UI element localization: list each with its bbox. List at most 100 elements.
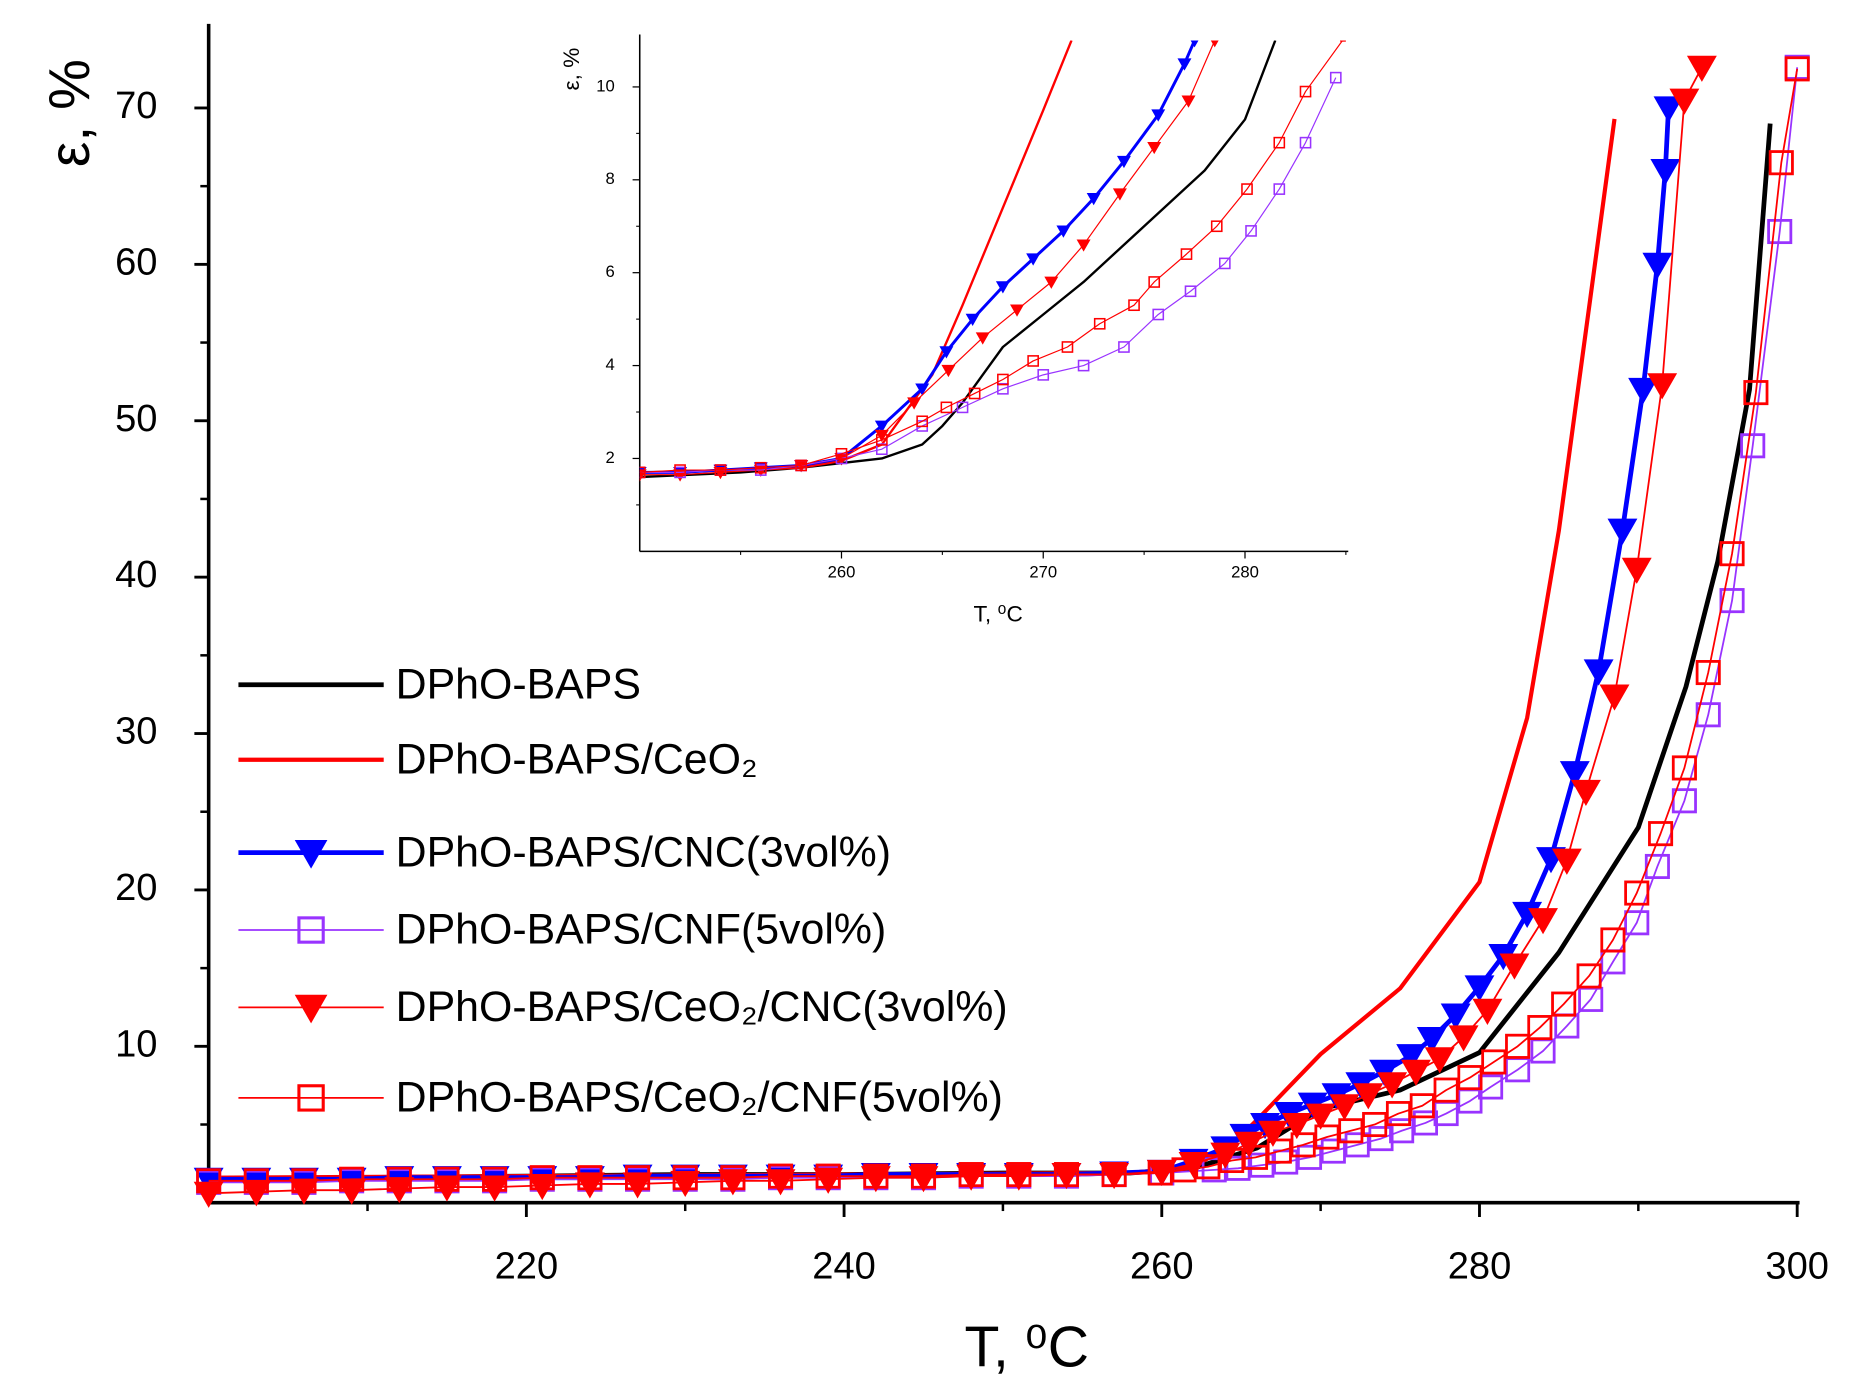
marker: [876, 443, 888, 456]
marker: [1177, 58, 1192, 71]
marker: [1314, 1124, 1340, 1150]
marker: [672, 1165, 698, 1191]
marker: [1190, 40, 1199, 48]
marker: [1299, 85, 1312, 98]
marker: [1077, 359, 1090, 372]
marker: [1195, 1154, 1221, 1180]
marker: [1621, 557, 1652, 584]
marker: [1147, 141, 1162, 155]
marker: [975, 332, 990, 345]
marker: [860, 1166, 891, 1193]
marker: [965, 313, 980, 326]
marker: [1505, 1033, 1531, 1059]
plot-1: 260 270 280 2 4 6 8 10 T, ⁰C ε, %: [559, 34, 1349, 627]
marker: [1767, 218, 1793, 245]
legend-label: DPhO-BAPS/CNC(3vol%): [396, 828, 891, 876]
y-tick-label: 2: [605, 448, 614, 467]
marker: [1396, 1044, 1427, 1071]
x-tick-label: 280: [1231, 563, 1259, 582]
y-tick-label: 4: [605, 355, 614, 374]
marker: [874, 420, 889, 433]
marker: [1305, 1103, 1336, 1130]
marker: [1570, 779, 1601, 807]
marker: [434, 1166, 460, 1192]
legend: DPhO-BAPS DPhO-BAPS/CeO₂ DPhO-BAPS/CNC(3vo…: [238, 660, 1008, 1122]
marker: [1576, 963, 1602, 989]
marker: [1086, 193, 1101, 206]
marker: [1362, 1111, 1388, 1138]
y-tick-label: 50: [115, 398, 157, 440]
marker: [1433, 1077, 1459, 1103]
marker: [1241, 183, 1253, 195]
marker: [1642, 252, 1673, 279]
marker: [1719, 541, 1745, 567]
marker: [1201, 1157, 1227, 1183]
marker: [915, 383, 930, 396]
marker: [243, 1168, 269, 1194]
marker: [1528, 908, 1558, 935]
marker: [1784, 56, 1810, 82]
marker: [1320, 1138, 1346, 1164]
marker: [1218, 257, 1231, 270]
marker: [529, 1165, 555, 1191]
marker: [339, 1166, 365, 1192]
marker: [1056, 225, 1071, 238]
marker: [1368, 1126, 1394, 1152]
series-line: [208, 67, 1799, 1184]
marker: [907, 397, 922, 410]
legend-marker: [297, 1084, 325, 1112]
x-tick-label: 220: [495, 1246, 559, 1288]
marker: [1249, 1152, 1275, 1178]
marker: [1416, 1026, 1447, 1054]
marker: [1768, 150, 1794, 176]
legend-label: DPhO-BAPS/CeO₂: [396, 735, 758, 783]
marker: [997, 373, 1009, 386]
legend-label: DPhO-BAPS/CeO₂/CNC(3vol%): [396, 983, 1008, 1031]
marker: [1006, 1162, 1032, 1188]
marker: [1245, 225, 1257, 237]
marker: [1409, 1093, 1435, 1119]
marker: [1600, 927, 1626, 953]
marker: [1210, 220, 1223, 233]
marker: [941, 364, 956, 378]
marker: [291, 1168, 317, 1194]
marker: [1344, 1132, 1370, 1158]
marker: [1385, 1101, 1411, 1127]
marker: [1686, 55, 1717, 82]
marker: [1180, 248, 1193, 260]
marker: [1148, 276, 1161, 288]
marker: [940, 401, 953, 414]
marker: [1181, 95, 1196, 108]
marker: [622, 1172, 653, 1199]
legend-marker: [294, 994, 328, 1024]
x-tick-label: 260: [828, 563, 856, 582]
marker: [1424, 1047, 1455, 1074]
marker: [1607, 518, 1638, 545]
marker: [1299, 136, 1312, 149]
marker: [1719, 588, 1745, 614]
marker: [1010, 304, 1024, 317]
marker: [1400, 1059, 1431, 1086]
marker: [1478, 1074, 1504, 1100]
marker: [577, 1165, 603, 1191]
marker: [1101, 1162, 1127, 1188]
marker: [874, 429, 889, 443]
marker: [1644, 853, 1670, 879]
marker: [1464, 975, 1495, 1002]
marker: [1093, 317, 1106, 330]
marker: [639, 466, 646, 479]
marker: [1290, 1132, 1316, 1158]
marker: [815, 1163, 841, 1189]
marker: [1044, 276, 1059, 289]
marker: [754, 461, 767, 474]
marker: [717, 1169, 748, 1196]
marker: [1624, 910, 1650, 936]
marker: [1219, 1147, 1245, 1174]
marker: [1116, 155, 1131, 169]
marker: [1061, 341, 1074, 353]
marker: [1412, 1110, 1439, 1136]
y-tick-label: 70: [115, 85, 157, 127]
marker: [835, 447, 848, 460]
